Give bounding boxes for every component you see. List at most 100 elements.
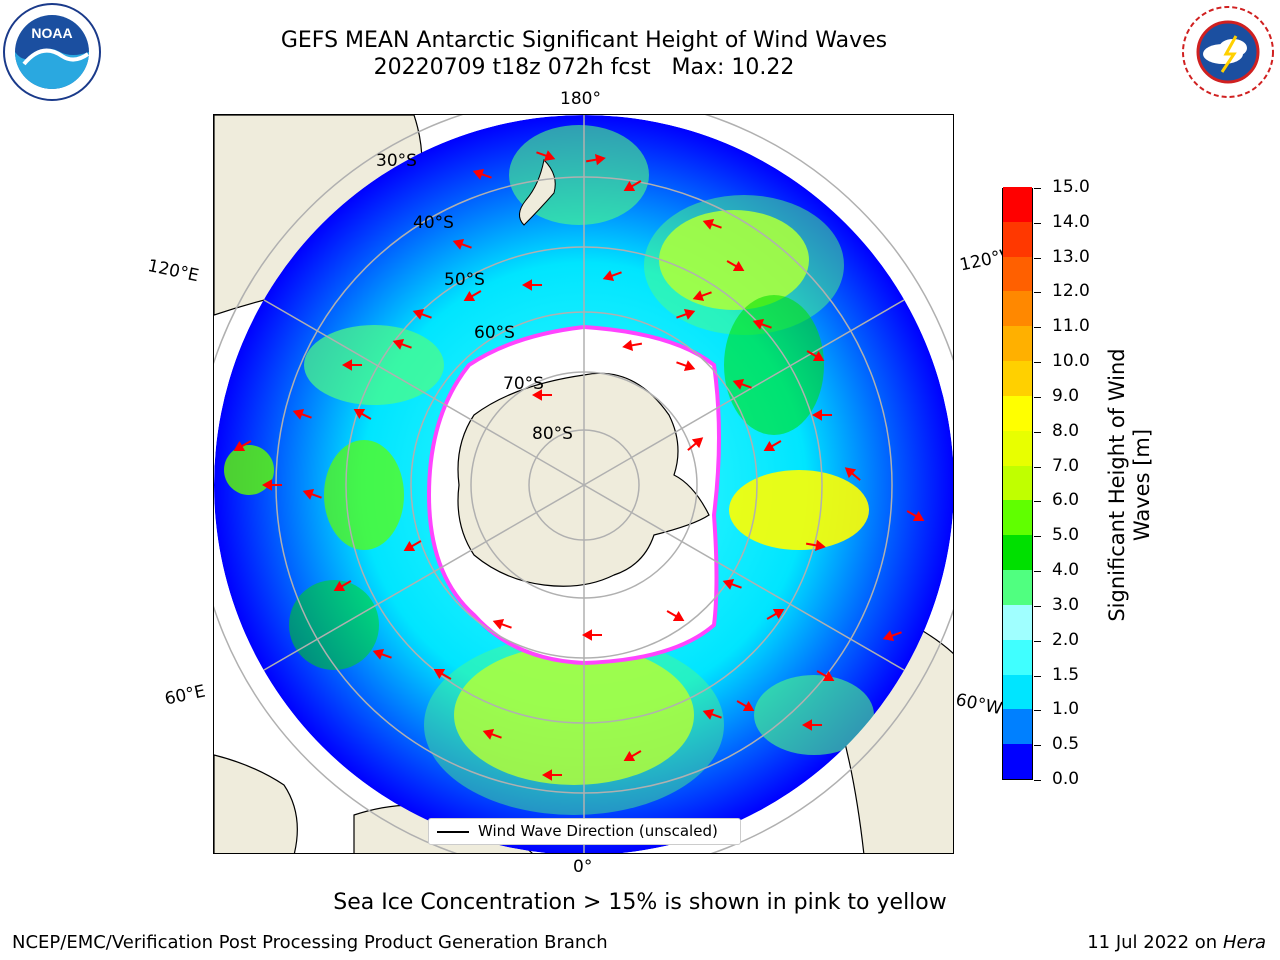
lat-label-60s: 60°S: [474, 323, 515, 343]
colorbar-tick: [1034, 710, 1041, 712]
colorbar-tick-label: 10.0: [1052, 351, 1090, 372]
colorbar-segment: [1003, 465, 1032, 501]
lon-label-60w: 60°W: [953, 690, 1004, 720]
colorbar-segment: [1003, 360, 1032, 396]
wave-direction-arrow: [722, 578, 742, 590]
colorbar-tick: [1034, 257, 1041, 259]
wave-direction-arrow: [292, 408, 312, 420]
lon-label-60e: 60°E: [163, 681, 208, 710]
wave-direction-arrow: [412, 308, 432, 320]
colorbar-tick: [1034, 536, 1041, 538]
wave-direction-arrow: [585, 154, 606, 166]
wave-direction-arrow: [372, 648, 392, 660]
lat-label-30s: 30°S: [376, 151, 417, 171]
map-canvas: [214, 115, 953, 853]
wave-direction-arrow: [844, 467, 861, 481]
wave-direction-arrows: [233, 150, 925, 781]
colorbar-segment: [1003, 221, 1032, 257]
colorbar-tick: [1034, 640, 1041, 642]
wave-direction-arrow: [531, 389, 552, 401]
lon-label-180: 180°: [560, 89, 601, 109]
colorbar-tick: [1034, 188, 1041, 189]
colorbar-segment: [1003, 430, 1032, 466]
wave-direction-arrow: [353, 408, 372, 420]
footer-credit: NCEP/EMC/Verification Post Processing Pr…: [12, 932, 608, 953]
colorbar-tick-label: 0.5: [1052, 734, 1080, 755]
colorbar-tick-label: 12.0: [1052, 281, 1090, 302]
wave-direction-arrow: [452, 238, 472, 250]
colorbar-tick: [1034, 292, 1041, 294]
colorbar-tick-label: 4.0: [1052, 560, 1080, 581]
lon-label-0: 0°: [573, 857, 593, 877]
colorbar-tick-label: 13.0: [1052, 246, 1090, 267]
colorbar-tick: [1034, 431, 1041, 433]
wave-direction-arrow: [403, 540, 422, 552]
africa-land: [214, 754, 298, 853]
wave-direction-arrow: [602, 270, 622, 282]
nws-logo: [1180, 4, 1276, 100]
colorbar-tick: [1034, 327, 1041, 329]
wave-direction-arrow: [736, 700, 755, 712]
colorbar-tick: [1034, 396, 1041, 398]
legend-label: Wind Wave Direction (unscaled): [478, 822, 718, 840]
colorbar-tick-label: 7.0: [1052, 455, 1080, 476]
wave-direction-arrow: [581, 629, 602, 641]
colorbar-tick-label: 11.0: [1052, 316, 1090, 337]
chart-title: GEFS MEAN Antarctic Significant Height o…: [280, 28, 888, 53]
colorbar-tick: [1034, 675, 1041, 677]
wave-direction-arrow: [801, 719, 822, 731]
wave-direction-arrow: [726, 260, 745, 272]
legend-line-sample: [437, 831, 469, 833]
colorbar-tick: [1034, 571, 1041, 573]
colorbar-segment: [1003, 325, 1032, 362]
wave-direction-arrow: [766, 608, 785, 620]
colorbar-tick: [1034, 466, 1041, 468]
wave-direction-arrow: [233, 440, 252, 452]
wave-direction-arrow: [472, 168, 492, 180]
lon-label-120e: 120°E: [145, 256, 201, 287]
colorbar-tick-label: 8.0: [1052, 420, 1080, 441]
colorbar-segment: [1003, 743, 1032, 779]
colorbar: [1002, 186, 1033, 780]
wave-direction-arrow: [536, 150, 556, 162]
colorbar-tick: [1034, 780, 1041, 781]
colorbar-tick: [1034, 605, 1041, 607]
wave-direction-arrow: [676, 360, 696, 372]
wave-direction-arrow: [687, 437, 704, 451]
colorbar-tick-label: 9.0: [1052, 385, 1080, 406]
wave-direction-arrow: [702, 708, 722, 720]
colorbar-tick-label: 1.5: [1052, 664, 1080, 685]
colorbar-tick: [1034, 501, 1041, 503]
lat-label-80s: 80°S: [532, 424, 573, 444]
colorbar-segment: [1003, 604, 1032, 640]
colorbar-segment: [1003, 569, 1032, 605]
colorbar-label: Significant Height of Wind Waves [m]: [1105, 348, 1154, 622]
colorbar-tick-label: 14.0: [1052, 211, 1090, 232]
sea-ice-note: Sea Ice Concentration > 15% is shown in …: [333, 890, 947, 915]
footer-machine: Hera: [1222, 932, 1266, 953]
footer-date-text: 11 Jul 2022 on: [1087, 932, 1223, 953]
wave-direction-arrow: [622, 339, 643, 351]
wave-direction-arrow: [623, 750, 642, 762]
noaa-logo: NOAA: [3, 3, 101, 101]
colorbar-segment: [1003, 708, 1032, 745]
wave-direction-arrow: [492, 618, 512, 630]
noaa-logo-text: NOAA: [31, 25, 72, 41]
colorbar-segment: [1003, 395, 1032, 431]
wave-direction-arrow: [463, 290, 482, 302]
wave-direction-arrow: [676, 308, 696, 320]
wave-direction-arrow: [806, 350, 825, 362]
colorbar-tick: [1034, 362, 1041, 364]
wave-direction-arrow: [882, 630, 902, 642]
wave-direction-arrow: [702, 218, 722, 230]
wave-direction-arrow: [341, 359, 362, 371]
colorbar-tick-label: 3.0: [1052, 594, 1080, 615]
map-legend: Wind Wave Direction (unscaled): [428, 818, 741, 845]
wave-direction-arrow: [623, 180, 642, 192]
polar-map: [213, 114, 954, 854]
footer-date: 11 Jul 2022 on Hera: [1087, 932, 1266, 953]
colorbar-tick-label: 2.0: [1052, 629, 1080, 650]
colorbar-segment: [1003, 186, 1032, 222]
wave-direction-arrow: [763, 440, 782, 452]
colorbar-tick-label: 0.0: [1052, 769, 1080, 789]
